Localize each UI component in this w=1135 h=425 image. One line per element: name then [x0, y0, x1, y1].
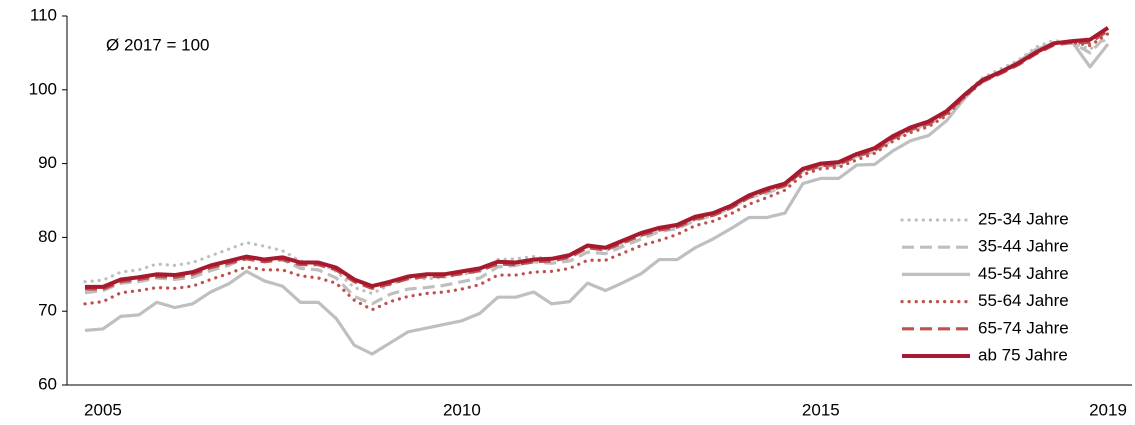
series-line [83, 36, 1110, 296]
y-tick-label: 90 [38, 153, 57, 172]
legend-label: 65-74 Jahre [978, 318, 1069, 337]
y-tick-label: 70 [38, 301, 57, 320]
series-line [84, 40, 1110, 356]
series-line [83, 32, 1110, 312]
y-tick-label: 100 [29, 79, 57, 98]
legend-label: ab 75 Jahre [978, 345, 1068, 364]
series-line [85, 26, 1110, 289]
legend-label: 25-34 Jahre [978, 209, 1069, 228]
annotation: Ø 2017 = 100 [106, 35, 210, 54]
legend-label: 55-64 Jahre [978, 291, 1069, 310]
x-tick-label: 2019 [1089, 400, 1127, 419]
y-tick-label: 110 [30, 5, 57, 24]
series-line [85, 29, 1109, 291]
legend-label: 35-44 Jahre [978, 237, 1069, 256]
legend-label: 45-54 Jahre [978, 264, 1069, 283]
y-tick-label: 60 [38, 374, 57, 393]
x-tick-label: 2005 [84, 400, 122, 419]
series-line [84, 32, 1110, 306]
x-tick-label: 2010 [443, 400, 481, 419]
x-tick-label: 2015 [802, 400, 840, 419]
y-tick-label: 80 [38, 227, 57, 246]
